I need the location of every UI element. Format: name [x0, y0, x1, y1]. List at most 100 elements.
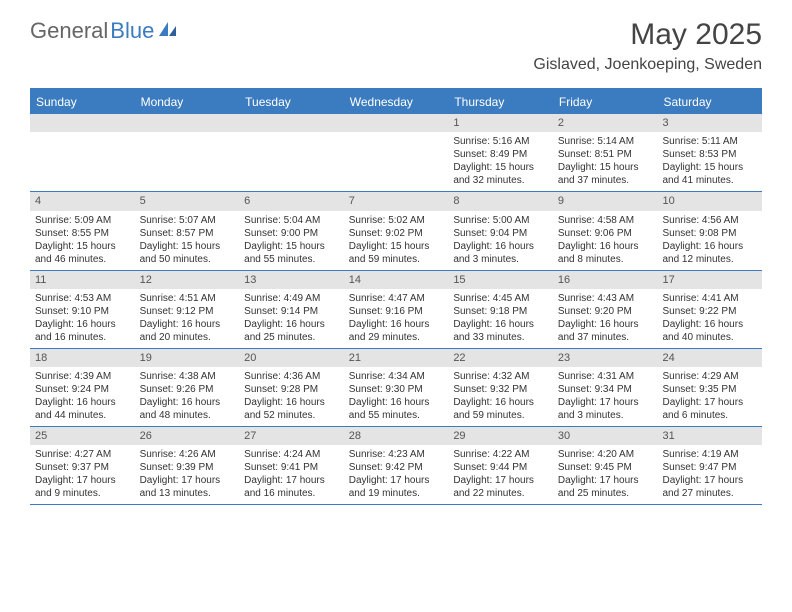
day-details: Sunrise: 4:47 AMSunset: 9:16 PMDaylight:… — [344, 289, 449, 348]
weekday-header: Friday — [553, 90, 658, 114]
month-title: May 2025 — [533, 18, 762, 52]
calendar-week: 11Sunrise: 4:53 AMSunset: 9:10 PMDayligh… — [30, 271, 762, 349]
daylight-text: Daylight: 17 hours and 19 minutes. — [349, 474, 444, 500]
sunset-text: Sunset: 8:57 PM — [140, 227, 235, 240]
calendar-day — [344, 114, 449, 191]
day-number: 10 — [657, 192, 762, 210]
sunrise-text: Sunrise: 4:45 AM — [453, 292, 548, 305]
day-number: 4 — [30, 192, 135, 210]
day-details: Sunrise: 4:27 AMSunset: 9:37 PMDaylight:… — [30, 445, 135, 504]
logo: GeneralBlue — [30, 18, 178, 44]
sunset-text: Sunset: 9:08 PM — [662, 227, 757, 240]
day-details: Sunrise: 5:00 AMSunset: 9:04 PMDaylight:… — [448, 211, 553, 270]
sunset-text: Sunset: 9:22 PM — [662, 305, 757, 318]
daylight-text: Daylight: 16 hours and 37 minutes. — [558, 318, 653, 344]
title-block: May 2025 Gislaved, Joenkoeping, Sweden — [533, 18, 762, 74]
weekday-header: Wednesday — [344, 90, 449, 114]
calendar-day: 17Sunrise: 4:41 AMSunset: 9:22 PMDayligh… — [657, 271, 762, 348]
sunrise-text: Sunrise: 5:07 AM — [140, 214, 235, 227]
day-details: Sunrise: 4:23 AMSunset: 9:42 PMDaylight:… — [344, 445, 449, 504]
sunrise-text: Sunrise: 4:22 AM — [453, 448, 548, 461]
calendar-day: 14Sunrise: 4:47 AMSunset: 9:16 PMDayligh… — [344, 271, 449, 348]
day-details: Sunrise: 5:16 AMSunset: 8:49 PMDaylight:… — [448, 132, 553, 191]
sunset-text: Sunset: 9:02 PM — [349, 227, 444, 240]
calendar-week: 4Sunrise: 5:09 AMSunset: 8:55 PMDaylight… — [30, 192, 762, 270]
calendar: SundayMondayTuesdayWednesdayThursdayFrid… — [30, 88, 762, 505]
sunset-text: Sunset: 9:37 PM — [35, 461, 130, 474]
sunrise-text: Sunrise: 5:11 AM — [662, 135, 757, 148]
sunset-text: Sunset: 9:35 PM — [662, 383, 757, 396]
logo-sail-icon — [158, 18, 178, 44]
day-details: Sunrise: 5:02 AMSunset: 9:02 PMDaylight:… — [344, 211, 449, 270]
day-details: Sunrise: 4:22 AMSunset: 9:44 PMDaylight:… — [448, 445, 553, 504]
daylight-text: Daylight: 16 hours and 48 minutes. — [140, 396, 235, 422]
sunrise-text: Sunrise: 5:02 AM — [349, 214, 444, 227]
sunset-text: Sunset: 9:06 PM — [558, 227, 653, 240]
sunset-text: Sunset: 9:47 PM — [662, 461, 757, 474]
day-number: 30 — [553, 427, 658, 445]
day-details: Sunrise: 5:04 AMSunset: 9:00 PMDaylight:… — [239, 211, 344, 270]
day-number: 1 — [448, 114, 553, 132]
day-number: 11 — [30, 271, 135, 289]
day-details: Sunrise: 4:32 AMSunset: 9:32 PMDaylight:… — [448, 367, 553, 426]
calendar-day: 9Sunrise: 4:58 AMSunset: 9:06 PMDaylight… — [553, 192, 658, 269]
sunset-text: Sunset: 9:24 PM — [35, 383, 130, 396]
day-number: 20 — [239, 349, 344, 367]
day-number: 14 — [344, 271, 449, 289]
calendar-day: 13Sunrise: 4:49 AMSunset: 9:14 PMDayligh… — [239, 271, 344, 348]
sunset-text: Sunset: 9:28 PM — [244, 383, 339, 396]
day-number: 5 — [135, 192, 240, 210]
day-details: Sunrise: 4:39 AMSunset: 9:24 PMDaylight:… — [30, 367, 135, 426]
sunrise-text: Sunrise: 4:27 AM — [35, 448, 130, 461]
sunrise-text: Sunrise: 4:32 AM — [453, 370, 548, 383]
daylight-text: Daylight: 16 hours and 8 minutes. — [558, 240, 653, 266]
sunrise-text: Sunrise: 4:20 AM — [558, 448, 653, 461]
header: GeneralBlue May 2025 Gislaved, Joenkoepi… — [0, 0, 792, 80]
day-number: 15 — [448, 271, 553, 289]
weekday-header: Saturday — [657, 90, 762, 114]
sunset-text: Sunset: 9:42 PM — [349, 461, 444, 474]
calendar-day: 16Sunrise: 4:43 AMSunset: 9:20 PMDayligh… — [553, 271, 658, 348]
day-number: 22 — [448, 349, 553, 367]
sunrise-text: Sunrise: 4:49 AM — [244, 292, 339, 305]
sunset-text: Sunset: 9:39 PM — [140, 461, 235, 474]
calendar-day: 11Sunrise: 4:53 AMSunset: 9:10 PMDayligh… — [30, 271, 135, 348]
day-number: 18 — [30, 349, 135, 367]
sunrise-text: Sunrise: 4:43 AM — [558, 292, 653, 305]
day-number: 7 — [344, 192, 449, 210]
day-number: 19 — [135, 349, 240, 367]
daylight-text: Daylight: 15 hours and 55 minutes. — [244, 240, 339, 266]
day-details: Sunrise: 4:43 AMSunset: 9:20 PMDaylight:… — [553, 289, 658, 348]
day-number — [30, 114, 135, 132]
calendar-day: 20Sunrise: 4:36 AMSunset: 9:28 PMDayligh… — [239, 349, 344, 426]
day-details: Sunrise: 4:49 AMSunset: 9:14 PMDaylight:… — [239, 289, 344, 348]
sunrise-text: Sunrise: 4:41 AM — [662, 292, 757, 305]
day-number: 26 — [135, 427, 240, 445]
day-number: 24 — [657, 349, 762, 367]
calendar-day: 15Sunrise: 4:45 AMSunset: 9:18 PMDayligh… — [448, 271, 553, 348]
sunrise-text: Sunrise: 5:14 AM — [558, 135, 653, 148]
daylight-text: Daylight: 17 hours and 9 minutes. — [35, 474, 130, 500]
calendar-day: 21Sunrise: 4:34 AMSunset: 9:30 PMDayligh… — [344, 349, 449, 426]
sunset-text: Sunset: 9:41 PM — [244, 461, 339, 474]
day-details: Sunrise: 4:31 AMSunset: 9:34 PMDaylight:… — [553, 367, 658, 426]
calendar-day: 10Sunrise: 4:56 AMSunset: 9:08 PMDayligh… — [657, 192, 762, 269]
sunrise-text: Sunrise: 4:56 AM — [662, 214, 757, 227]
sunrise-text: Sunrise: 4:19 AM — [662, 448, 757, 461]
sunrise-text: Sunrise: 5:16 AM — [453, 135, 548, 148]
sunset-text: Sunset: 9:34 PM — [558, 383, 653, 396]
calendar-day: 1Sunrise: 5:16 AMSunset: 8:49 PMDaylight… — [448, 114, 553, 191]
weekday-header: Monday — [135, 90, 240, 114]
weekday-header-row: SundayMondayTuesdayWednesdayThursdayFrid… — [30, 90, 762, 114]
weekday-header: Sunday — [30, 90, 135, 114]
sunrise-text: Sunrise: 4:51 AM — [140, 292, 235, 305]
weekday-header: Tuesday — [239, 90, 344, 114]
sunrise-text: Sunrise: 4:39 AM — [35, 370, 130, 383]
sunrise-text: Sunrise: 5:00 AM — [453, 214, 548, 227]
sunset-text: Sunset: 9:26 PM — [140, 383, 235, 396]
daylight-text: Daylight: 16 hours and 25 minutes. — [244, 318, 339, 344]
calendar-day: 8Sunrise: 5:00 AMSunset: 9:04 PMDaylight… — [448, 192, 553, 269]
calendar-week: 25Sunrise: 4:27 AMSunset: 9:37 PMDayligh… — [30, 427, 762, 505]
calendar-day — [239, 114, 344, 191]
day-number: 8 — [448, 192, 553, 210]
